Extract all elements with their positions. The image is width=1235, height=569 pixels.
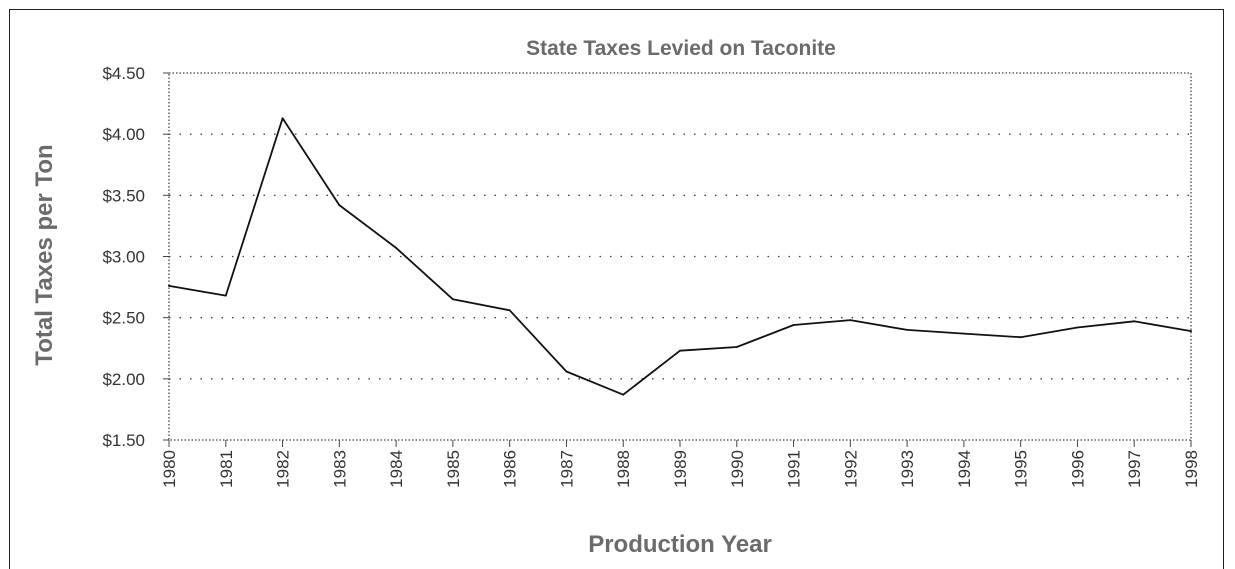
y-tick-label: $4.00 <box>102 125 145 144</box>
y-tick-label: $3.50 <box>102 186 145 205</box>
data-point <box>1133 320 1136 323</box>
x-tick-label: 1991 <box>785 450 804 488</box>
x-tick-label: 1992 <box>841 450 860 488</box>
x-tick-label: 1997 <box>1125 450 1144 488</box>
x-tick-label: 1983 <box>330 450 349 488</box>
data-point <box>281 117 284 120</box>
data-point <box>395 247 398 249</box>
data-point <box>451 298 454 301</box>
x-tick-label: 1996 <box>1068 450 1087 488</box>
x-tick-label: 1995 <box>1012 450 1031 488</box>
data-point <box>792 324 795 326</box>
data-point <box>224 294 227 297</box>
data-point <box>962 332 965 335</box>
x-tick-label: 1987 <box>557 450 576 488</box>
y-tick-label: $3.00 <box>102 248 145 267</box>
data-point <box>338 204 341 207</box>
x-tick-label: 1982 <box>274 450 293 488</box>
x-tick-label: 1989 <box>671 450 690 488</box>
data-point <box>735 346 738 348</box>
x-tick-label: 1981 <box>217 450 236 488</box>
y-tick-label: $1.50 <box>102 431 145 450</box>
data-point <box>622 393 625 396</box>
data-point <box>906 329 909 331</box>
data-point <box>679 349 681 352</box>
data-point <box>565 370 568 373</box>
chart-title: State Taxes Levied on Taconite <box>526 37 836 60</box>
x-tick-label: 1980 <box>160 450 179 488</box>
series-line-0 <box>168 117 1192 396</box>
y-tick-label: $2.50 <box>102 309 145 328</box>
data-point <box>1190 330 1192 333</box>
x-tick-label: 1986 <box>501 450 520 488</box>
data-point <box>508 309 511 312</box>
x-tick-label: 1990 <box>728 450 747 488</box>
x-tick-label: 1988 <box>614 450 633 488</box>
data-point <box>1019 336 1022 339</box>
y-tick-label: $4.50 <box>102 64 145 83</box>
x-tick-label: 1985 <box>444 450 463 488</box>
grid-layer <box>168 72 1192 441</box>
tick-layer: $1.50 $2.00 $2.50 $3.00 $3.50 $4.00 $4.50 1980 1… <box>102 64 1201 488</box>
plot-area-border <box>168 72 1192 441</box>
y-tick-label: $2.00 <box>102 370 145 389</box>
y-axis-label: Total Taxes per Ton <box>31 144 58 365</box>
x-tick-label: 1993 <box>898 450 917 488</box>
chart-frame <box>9 9 1224 569</box>
data-point <box>849 319 852 322</box>
x-tick-label: 1998 <box>1182 450 1201 488</box>
x-tick-label: 1994 <box>955 450 974 488</box>
series-layer <box>168 117 1192 396</box>
x-axis-label: Production Year <box>588 531 772 558</box>
data-point <box>168 284 170 287</box>
x-tick-label: 1984 <box>387 450 406 488</box>
data-point <box>1076 326 1079 329</box>
